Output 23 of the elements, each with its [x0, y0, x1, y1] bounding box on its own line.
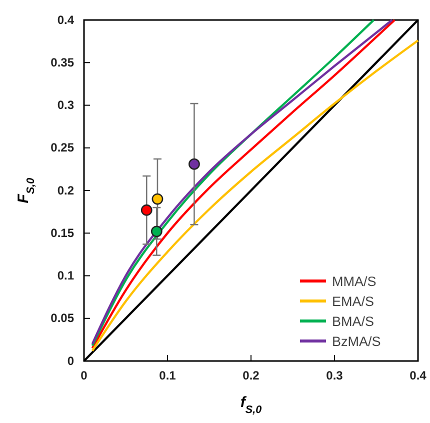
point: [152, 193, 164, 205]
x-tick-label: 0.2: [242, 368, 260, 383]
x-axis-title: f$_{S,0}$: [240, 394, 262, 416]
point: [140, 204, 152, 216]
y-tick-label: 0.05: [50, 311, 74, 326]
x-tick-label: 0.3: [326, 368, 344, 383]
y-tick-label: 0.15: [50, 226, 74, 240]
x-tick-label: 0.4: [410, 368, 427, 383]
y-tick-label: 0.35: [50, 55, 74, 70]
y-tick-label: 0.3: [57, 98, 74, 112]
y-tick-label: 0.2: [57, 183, 74, 198]
y-tick-label: 0.1: [57, 268, 74, 283]
point: [150, 226, 162, 238]
legend-label: BzMA/S: [332, 334, 381, 349]
legend-label: MMA/S: [332, 274, 376, 289]
legend-label: BMA/S: [332, 314, 374, 329]
point: [188, 158, 200, 170]
y-tick-label: 0.25: [50, 140, 74, 155]
y-tick-label: 0: [67, 354, 74, 368]
x-tick-label: 0.1: [159, 368, 176, 383]
x-tick-label: 0: [80, 368, 88, 383]
y-tick-label: 0.4: [57, 12, 74, 27]
legend-label: EMA/S: [332, 294, 374, 309]
